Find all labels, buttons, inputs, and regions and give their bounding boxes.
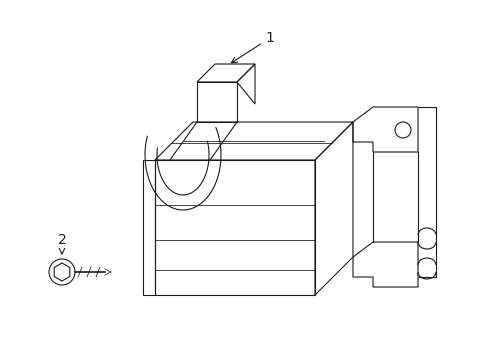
Text: 1: 1 [231,31,274,63]
Text: 2: 2 [58,233,66,254]
